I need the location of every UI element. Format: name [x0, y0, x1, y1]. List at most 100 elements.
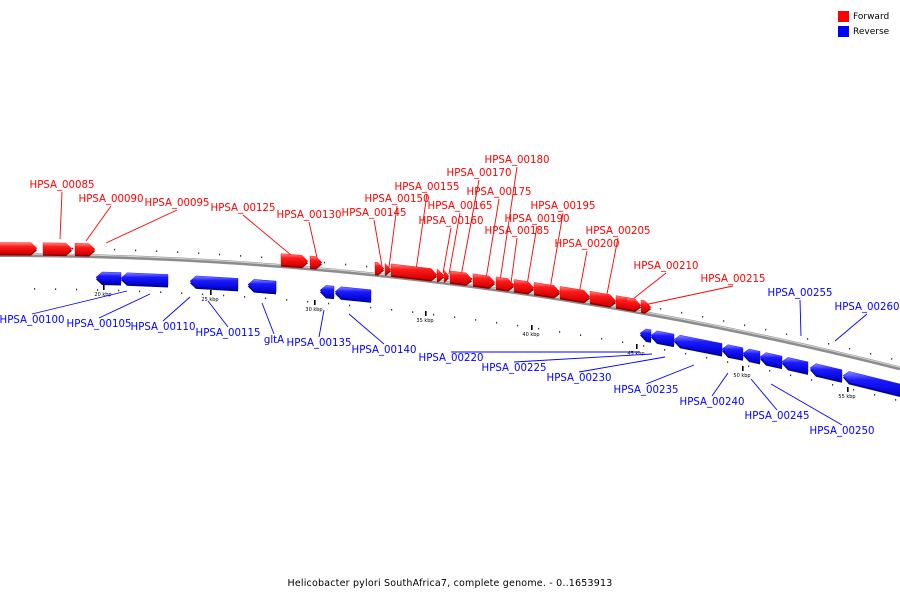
scale-dot [135, 249, 137, 252]
gene-label[interactable]: gltA [264, 335, 284, 346]
gene-label[interactable]: HPSA_00175 [467, 187, 532, 198]
scale-dot [139, 290, 141, 293]
gene-label[interactable]: HPSA_00095 [145, 198, 210, 209]
gene-label[interactable]: HPSA_00115 [196, 328, 261, 339]
gene-label[interactable]: HPSA_00230 [547, 373, 612, 384]
gene-label[interactable]: HPSA_00200 [555, 239, 620, 250]
scale-dot [786, 333, 788, 336]
gene-label[interactable]: HPSA_00110 [131, 322, 196, 333]
gene-label[interactable]: HPSA_00235 [614, 385, 679, 396]
scale-dot [895, 399, 897, 401]
scale-dot [156, 250, 158, 252]
gene-arrow[interactable] [374, 261, 385, 274]
scale-dot [702, 316, 704, 318]
gene-leader-line [750, 378, 778, 411]
gene-label[interactable]: HPSA_00195 [531, 201, 596, 212]
gene-arrow[interactable] [842, 371, 900, 396]
scale-dot [832, 384, 834, 386]
gene-arrow[interactable] [626, 297, 642, 311]
gene-label[interactable]: HPSA_00100 [0, 315, 64, 326]
gene-arrow[interactable] [640, 299, 652, 312]
gene-leader-line [513, 353, 653, 363]
gene-arrow[interactable] [495, 276, 515, 290]
axis-tick-mark [847, 387, 849, 392]
scale-dot [849, 347, 851, 350]
scale-dot [72, 247, 74, 250]
gene-label[interactable]: HPSA_00125 [211, 203, 276, 214]
gene-arrow[interactable] [742, 348, 761, 363]
gene-arrow[interactable] [443, 269, 450, 282]
scale-dot [454, 316, 456, 318]
scale-dot [391, 309, 393, 311]
gene-arrow[interactable] [309, 255, 323, 268]
gene-label[interactable]: HPSA_00140 [352, 345, 417, 356]
gene-leader-line [770, 383, 843, 426]
gene-arrow[interactable] [809, 363, 843, 382]
scale-dot [744, 324, 746, 327]
gene-label[interactable]: HPSA_00185 [485, 226, 550, 237]
scale-dot [828, 343, 830, 345]
gene-label[interactable]: HPSA_00205 [586, 226, 651, 237]
gene-label[interactable]: HPSA_00150 [365, 194, 430, 205]
gene-label[interactable]: HPSA_00170 [447, 168, 512, 179]
scale-dot [118, 289, 120, 292]
gene-label[interactable]: HPSA_00245 [745, 411, 810, 422]
gene-arrow[interactable] [319, 285, 335, 298]
gene-arrow[interactable] [650, 330, 675, 346]
gene-arrow[interactable] [120, 272, 169, 286]
gene-label[interactable]: HPSA_00215 [701, 274, 766, 285]
gene-label[interactable]: HPSA_00225 [482, 363, 547, 374]
gene-label[interactable]: HPSA_00220 [419, 353, 484, 364]
gene-label[interactable]: HPSA_00155 [395, 182, 460, 193]
gene-label[interactable]: HPSA_00165 [428, 201, 493, 212]
scale-dot [622, 341, 624, 344]
gene-label[interactable]: HPSA_00210 [634, 261, 699, 272]
gene-label[interactable]: HPSA_00180 [485, 155, 550, 166]
gene-label[interactable]: HPSA_00190 [505, 214, 570, 225]
gene-label[interactable]: HPSA_00255 [768, 288, 833, 299]
gene-arrow[interactable] [334, 286, 372, 302]
gene-arrow[interactable] [533, 282, 561, 297]
gene-label[interactable]: HPSA_00085 [30, 180, 95, 191]
gene-label[interactable]: HPSA_00105 [67, 319, 132, 330]
gene-leader-line [388, 205, 398, 268]
gene-leader-line [578, 356, 666, 373]
gene-arrow[interactable] [0, 242, 38, 254]
scale-dot [55, 288, 57, 290]
gene-label[interactable]: HPSA_00090 [79, 194, 144, 205]
gene-arrow[interactable] [189, 275, 239, 290]
gene-label[interactable]: HPSA_00260 [835, 302, 900, 313]
legend-swatch-reverse [838, 26, 849, 37]
gene-arrow[interactable] [436, 268, 445, 281]
gene-label[interactable]: HPSA_00160 [419, 216, 484, 227]
gene-arrow[interactable] [280, 253, 309, 267]
gene-arrow[interactable] [589, 290, 617, 306]
axis-ticks: 20 kbp 25 kbp 30 kbp 35 kbp 40 kbp 45 kbp 50 k… [94, 285, 856, 400]
gene-arrow[interactable] [42, 242, 73, 255]
gene-arrow[interactable] [449, 270, 473, 285]
gene-label[interactable]: HPSA_00130 [277, 210, 342, 221]
gene-arrow[interactable] [390, 263, 438, 280]
axis-tick-label: 55 kbp [838, 394, 855, 400]
gene-arrow[interactable] [639, 328, 652, 342]
gene-arrow[interactable] [247, 279, 277, 293]
scale-dot [790, 374, 792, 377]
gene-arrow[interactable] [472, 273, 496, 288]
gene-leader-line [261, 302, 275, 335]
gene-arrow[interactable] [384, 262, 392, 275]
gene-leader-line [98, 293, 151, 319]
gene-leader-line [415, 193, 428, 271]
gene-arrow[interactable] [74, 243, 96, 255]
gene-arrow[interactable] [721, 344, 744, 360]
gene-label[interactable]: HPSA_00135 [287, 338, 352, 349]
scale-dot [97, 289, 99, 291]
gene-arrow[interactable] [781, 357, 809, 374]
gene-label[interactable]: HPSA_00250 [810, 426, 875, 437]
scale-dot [412, 311, 414, 313]
gene-label[interactable]: HPSA_00240 [680, 397, 745, 408]
gene-arrow[interactable] [513, 279, 535, 293]
scale-dot [580, 334, 582, 336]
gene-arrow[interactable] [559, 286, 591, 302]
gene-label[interactable]: HPSA_00145 [342, 208, 407, 219]
gene-leader-line [643, 285, 734, 306]
